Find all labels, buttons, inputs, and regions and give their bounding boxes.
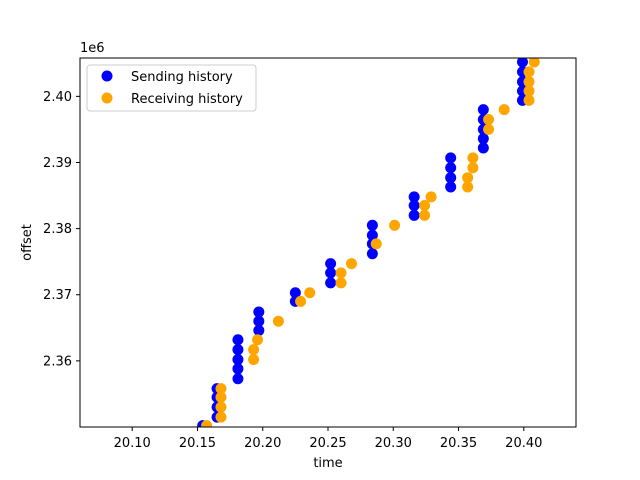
data-point [445, 162, 457, 174]
data-point [232, 373, 244, 385]
data-point [523, 85, 535, 97]
data-point [462, 181, 474, 193]
data-point [215, 391, 227, 403]
data-point [215, 383, 227, 395]
data-point [523, 76, 535, 88]
legend-marker-sending [101, 70, 113, 82]
data-point [289, 287, 301, 299]
data-point [335, 267, 347, 279]
x-axis-label: time [313, 456, 342, 471]
data-point [252, 334, 264, 346]
x-tick-label: 20.10 [114, 436, 151, 451]
x-tick-label: 20.35 [440, 436, 477, 451]
x-tick-label: 20.15 [179, 436, 216, 451]
data-point [408, 209, 420, 221]
data-point [215, 411, 227, 423]
data-point [445, 152, 457, 164]
data-point [366, 219, 378, 231]
y-offset-label: 1e6 [80, 41, 105, 56]
data-point [370, 238, 382, 250]
data-point [345, 258, 357, 270]
data-point [498, 104, 510, 116]
x-tick-label: 20.25 [309, 436, 346, 451]
data-point [477, 104, 489, 116]
data-point [215, 401, 227, 413]
data-point [445, 172, 457, 184]
data-point [272, 315, 284, 327]
y-axis-ticks: 2.36 2.37 2.38 2.39 2.40 [43, 90, 80, 369]
y-tick-label: 2.40 [43, 90, 72, 105]
data-point [201, 420, 213, 427]
data-point [366, 229, 378, 241]
x-tick-label: 20.30 [375, 436, 412, 451]
legend-label-sending: Sending history [131, 70, 233, 85]
data-point [408, 191, 420, 203]
data-point [232, 344, 244, 356]
data-point [516, 58, 528, 68]
x-axis-ticks: 20.10 20.15 20.20 20.25 20.30 20.35 20.40 [114, 427, 542, 451]
data-point [462, 172, 474, 184]
data-point [325, 258, 337, 270]
data-point [425, 191, 437, 203]
data-point [467, 152, 479, 164]
data-point [483, 123, 495, 135]
data-point [232, 354, 244, 366]
data-point [477, 142, 489, 154]
x-tick-label: 20.40 [505, 436, 542, 451]
x-tick-label: 20.20 [244, 436, 281, 451]
data-point [325, 277, 337, 289]
data-point [325, 267, 337, 279]
data-point [366, 248, 378, 260]
data-point [248, 354, 260, 366]
series-receiving [201, 58, 540, 427]
data-point [467, 162, 479, 174]
data-point [295, 295, 307, 307]
legend: Sending history Receiving history [86, 64, 257, 112]
y-tick-label: 2.36 [43, 354, 72, 369]
y-tick-label: 2.37 [43, 288, 72, 303]
data-point [232, 334, 244, 346]
data-point [483, 114, 495, 125]
data-point [408, 199, 420, 211]
data-point [445, 181, 457, 193]
data-point [523, 66, 535, 78]
data-point [304, 287, 316, 299]
data-point [253, 324, 265, 336]
data-point [528, 58, 540, 68]
data-point [389, 219, 401, 231]
legend-marker-receiving [101, 92, 113, 104]
data-points [197, 58, 540, 427]
data-point [477, 133, 489, 145]
data-point [253, 315, 265, 327]
data-point [419, 209, 431, 221]
y-axis-label: offset [20, 224, 35, 261]
y-tick-label: 2.39 [43, 156, 72, 171]
legend-box [86, 64, 257, 112]
data-point [335, 277, 347, 289]
data-point [419, 199, 431, 211]
y-tick-label: 2.38 [43, 222, 72, 237]
data-point [253, 306, 265, 318]
data-point [248, 344, 260, 356]
data-point [523, 94, 535, 106]
data-point [232, 363, 244, 375]
legend-label-receiving: Receiving history [131, 92, 243, 107]
